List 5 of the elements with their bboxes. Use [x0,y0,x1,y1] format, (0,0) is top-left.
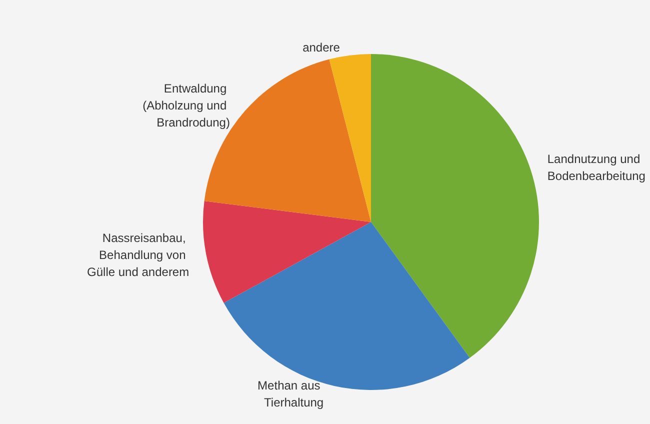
slice-label: Landnutzung und Bodenbearbeitung [547,152,646,184]
slice-label: Entwaldung (Abholzung und Brandrodung) [142,82,230,130]
slice-label: Methan aus Tierhaltung [258,378,324,410]
slice-label: Nassreisanbau, Behandlung von Gülle und anderem [87,230,190,279]
slice-label: andere [302,40,340,54]
